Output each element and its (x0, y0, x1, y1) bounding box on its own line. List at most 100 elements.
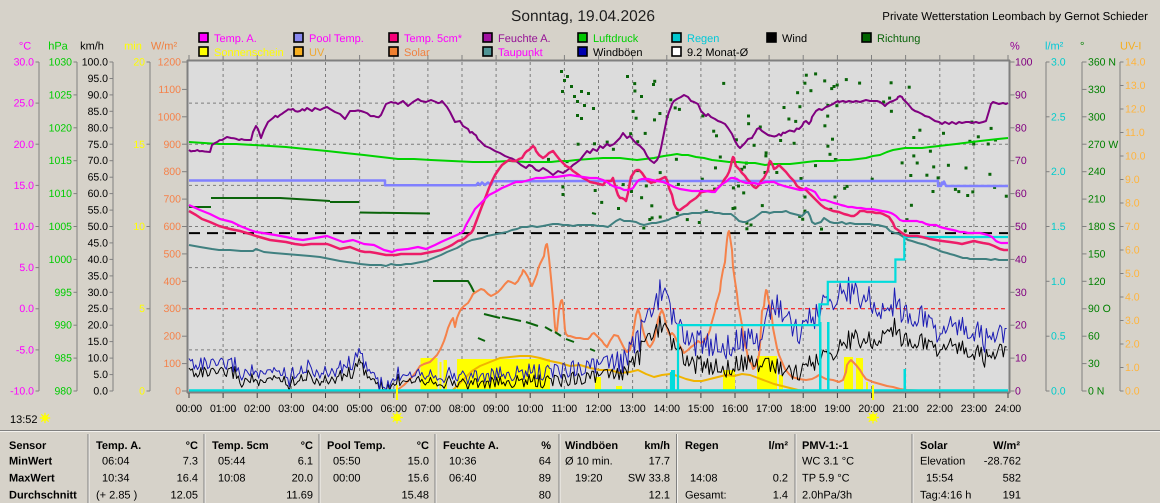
svg-text:05:00: 05:00 (346, 403, 372, 415)
svg-text:15.0: 15.0 (408, 456, 429, 468)
svg-text:55.0: 55.0 (88, 205, 109, 217)
svg-text:15: 15 (133, 139, 145, 151)
svg-text:%: % (541, 440, 551, 452)
svg-text:hPa: hPa (48, 41, 68, 53)
svg-text:15.6: 15.6 (408, 473, 429, 485)
svg-text:13:00: 13:00 (619, 403, 645, 415)
svg-text:990: 990 (54, 320, 72, 332)
svg-text:UV: UV (309, 47, 325, 59)
svg-text:17.7: 17.7 (649, 456, 670, 468)
svg-text:l/m²: l/m² (1045, 41, 1064, 53)
svg-text:°C: °C (301, 440, 313, 452)
svg-text:20.0: 20.0 (292, 473, 313, 485)
svg-text:100.0: 100.0 (82, 57, 108, 69)
svg-text:300: 300 (1088, 111, 1106, 123)
svg-text:360 N: 360 N (1088, 57, 1116, 69)
svg-text:11:00: 11:00 (552, 403, 578, 415)
svg-text:03:00: 03:00 (278, 403, 304, 415)
svg-text:15.0: 15.0 (88, 336, 109, 348)
svg-text:19:20: 19:20 (575, 473, 603, 485)
svg-text:16:00: 16:00 (722, 403, 748, 415)
svg-text:25.0: 25.0 (88, 303, 109, 315)
svg-text:12.05: 12.05 (170, 490, 198, 502)
svg-text:Temp. A.: Temp. A. (96, 440, 141, 452)
svg-text:Taupunkt: Taupunkt (498, 47, 543, 59)
svg-text:800: 800 (163, 166, 181, 178)
svg-text:Tag:4:16 h: Tag:4:16 h (920, 490, 971, 502)
svg-text:Wind: Wind (782, 33, 807, 45)
svg-text:0 N: 0 N (1088, 386, 1104, 398)
svg-text:5.0: 5.0 (19, 262, 34, 274)
svg-text:240: 240 (1088, 166, 1106, 178)
svg-text:700: 700 (163, 194, 181, 206)
svg-text:900: 900 (163, 139, 181, 151)
svg-text:582: 582 (1003, 473, 1021, 485)
svg-text:90: 90 (1015, 89, 1027, 101)
svg-text:980: 980 (54, 386, 72, 398)
svg-text:1100: 1100 (158, 84, 181, 96)
svg-text:Sonnenschein: Sonnenschein (214, 47, 284, 59)
svg-text:Regen: Regen (685, 440, 719, 452)
svg-text:1000: 1000 (158, 111, 182, 123)
svg-text:14:00: 14:00 (654, 403, 680, 415)
svg-text:10.0: 10.0 (14, 221, 35, 233)
svg-text:1020: 1020 (49, 122, 73, 134)
svg-text:90 O: 90 O (1088, 303, 1111, 315)
svg-text:0.0: 0.0 (1051, 386, 1066, 398)
svg-text:80.0: 80.0 (88, 122, 109, 134)
svg-text:10:00: 10:00 (517, 403, 543, 415)
svg-text:Feuchte A.: Feuchte A. (498, 33, 551, 45)
svg-text:-10.0: -10.0 (10, 386, 34, 398)
svg-text:WC 3.1 °C: WC 3.1 °C (802, 456, 854, 468)
svg-text:Solar: Solar (404, 47, 430, 59)
svg-text:01:00: 01:00 (210, 403, 236, 415)
svg-text:89: 89 (539, 473, 551, 485)
svg-text:7.0: 7.0 (1125, 221, 1140, 233)
svg-text:PMV-1:-1: PMV-1:-1 (802, 440, 848, 452)
svg-text:km/h: km/h (644, 440, 670, 452)
svg-text:05:44: 05:44 (218, 456, 246, 468)
svg-text:UV-I: UV-I (1120, 41, 1141, 53)
svg-text:Ø 10 min.: Ø 10 min. (565, 456, 613, 468)
svg-text:06:40: 06:40 (449, 473, 477, 485)
svg-text:1200: 1200 (158, 57, 182, 69)
svg-text:12:00: 12:00 (585, 403, 611, 415)
svg-text:1.5: 1.5 (1051, 221, 1066, 233)
svg-text:0: 0 (175, 386, 181, 398)
svg-text:45.0: 45.0 (88, 237, 109, 249)
svg-text:85.0: 85.0 (88, 106, 109, 118)
svg-text:Feuchte A.: Feuchte A. (443, 440, 499, 452)
svg-text:200: 200 (163, 331, 181, 343)
svg-text:15:00: 15:00 (688, 403, 714, 415)
svg-text:0.0: 0.0 (1125, 386, 1140, 398)
svg-text:1005: 1005 (49, 221, 73, 233)
svg-text:Windböen: Windböen (565, 440, 618, 452)
svg-text:20.0: 20.0 (14, 139, 35, 151)
svg-text:24:00: 24:00 (995, 403, 1021, 415)
svg-text:Temp. 5cm: Temp. 5cm (212, 440, 269, 452)
svg-text:9.2 Monat-Ø: 9.2 Monat-Ø (687, 47, 749, 59)
svg-text:0: 0 (139, 386, 145, 398)
svg-text:65.0: 65.0 (88, 172, 109, 184)
svg-text:1.0: 1.0 (1051, 276, 1066, 288)
svg-text:300: 300 (163, 303, 181, 315)
svg-text:8.0: 8.0 (1125, 198, 1140, 210)
svg-text:1000: 1000 (49, 254, 73, 266)
svg-text:Solar: Solar (920, 440, 948, 452)
svg-text:12.1: 12.1 (649, 490, 670, 502)
svg-text:985: 985 (54, 353, 72, 365)
svg-text:4.0: 4.0 (1125, 292, 1140, 304)
svg-text:W/m²: W/m² (993, 440, 1020, 452)
svg-text:MaxWert: MaxWert (9, 473, 55, 485)
svg-text:0.0: 0.0 (93, 386, 108, 398)
svg-text:Pool Temp.: Pool Temp. (327, 440, 385, 452)
svg-text:21:00: 21:00 (892, 403, 918, 415)
svg-text:17:00: 17:00 (756, 403, 782, 415)
svg-text:7.3: 7.3 (183, 456, 198, 468)
svg-text:10.0: 10.0 (1125, 151, 1146, 163)
svg-text:Richtung: Richtung (877, 33, 920, 45)
svg-text:6.1: 6.1 (298, 456, 313, 468)
svg-text:06:00: 06:00 (381, 403, 407, 415)
svg-text:60: 60 (1088, 331, 1100, 343)
svg-text:15.0: 15.0 (14, 180, 35, 192)
